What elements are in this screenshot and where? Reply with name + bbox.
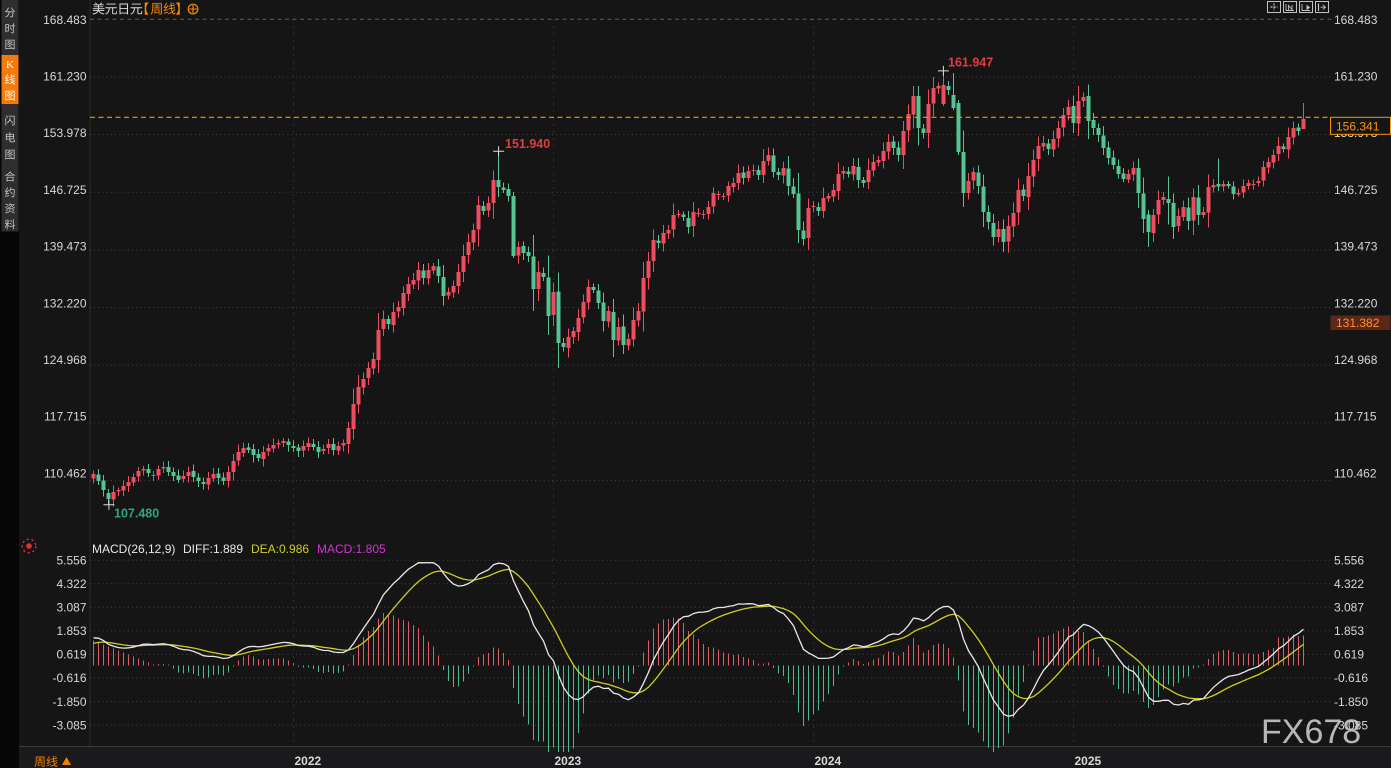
svg-text:-1.850: -1.850 <box>1334 695 1368 709</box>
svg-text:161.947: 161.947 <box>948 56 993 70</box>
svg-text:146.725: 146.725 <box>1334 183 1378 197</box>
svg-text:-3.085: -3.085 <box>1334 718 1368 732</box>
svg-text:2024: 2024 <box>815 754 842 768</box>
svg-text:132.220: 132.220 <box>1334 296 1378 310</box>
svg-text:139.473: 139.473 <box>1334 240 1378 254</box>
svg-text:3.087: 3.087 <box>56 601 86 615</box>
svg-text:-0.616: -0.616 <box>1334 671 1368 685</box>
svg-text:110.462: 110.462 <box>1334 466 1377 480</box>
svg-text:153.978: 153.978 <box>43 126 87 140</box>
svg-text:131.382: 131.382 <box>1336 316 1380 330</box>
svg-text:124.968: 124.968 <box>43 353 87 367</box>
svg-text:5.556: 5.556 <box>1334 554 1364 568</box>
svg-text:-0.616: -0.616 <box>52 671 86 685</box>
svg-text:0.619: 0.619 <box>56 648 86 662</box>
svg-text:4.322: 4.322 <box>1334 577 1364 591</box>
svg-text:124.968: 124.968 <box>1334 353 1378 367</box>
svg-text:-3.085: -3.085 <box>52 718 86 732</box>
svg-text:0.619: 0.619 <box>1334 648 1364 662</box>
svg-text:K: K <box>6 59 14 71</box>
svg-text:161.230: 161.230 <box>43 70 87 84</box>
svg-text:4.322: 4.322 <box>56 577 86 591</box>
svg-text:117.715: 117.715 <box>1334 410 1377 424</box>
svg-text:161.230: 161.230 <box>1334 70 1378 84</box>
svg-text:132.220: 132.220 <box>43 296 87 310</box>
svg-text:MACD:1.805: MACD:1.805 <box>317 542 386 556</box>
svg-text:3.087: 3.087 <box>1334 601 1364 615</box>
svg-text:2025: 2025 <box>1075 754 1102 768</box>
svg-text:-1.850: -1.850 <box>52 695 86 709</box>
svg-text:168.483: 168.483 <box>43 13 87 27</box>
svg-text:107.480: 107.480 <box>114 507 159 521</box>
svg-text:MACD(26,12,9): MACD(26,12,9) <box>92 542 175 556</box>
svg-text:151.940: 151.940 <box>505 137 550 151</box>
svg-text:DEA:0.986: DEA:0.986 <box>251 542 309 556</box>
svg-text:DIFF:1.889: DIFF:1.889 <box>183 542 243 556</box>
svg-text:2022: 2022 <box>295 754 322 768</box>
svg-text:FX678: FX678 <box>1261 713 1361 751</box>
svg-text:5.556: 5.556 <box>56 554 86 568</box>
svg-text:2023: 2023 <box>555 754 582 768</box>
svg-text:110.462: 110.462 <box>44 466 87 480</box>
svg-text:139.473: 139.473 <box>43 240 87 254</box>
svg-text:168.483: 168.483 <box>1334 13 1378 27</box>
svg-text:146.725: 146.725 <box>43 183 87 197</box>
svg-text:117.715: 117.715 <box>44 410 87 424</box>
svg-text:1.853: 1.853 <box>56 624 86 638</box>
svg-text:1.853: 1.853 <box>1334 624 1364 638</box>
svg-text:156.341: 156.341 <box>1336 119 1380 133</box>
